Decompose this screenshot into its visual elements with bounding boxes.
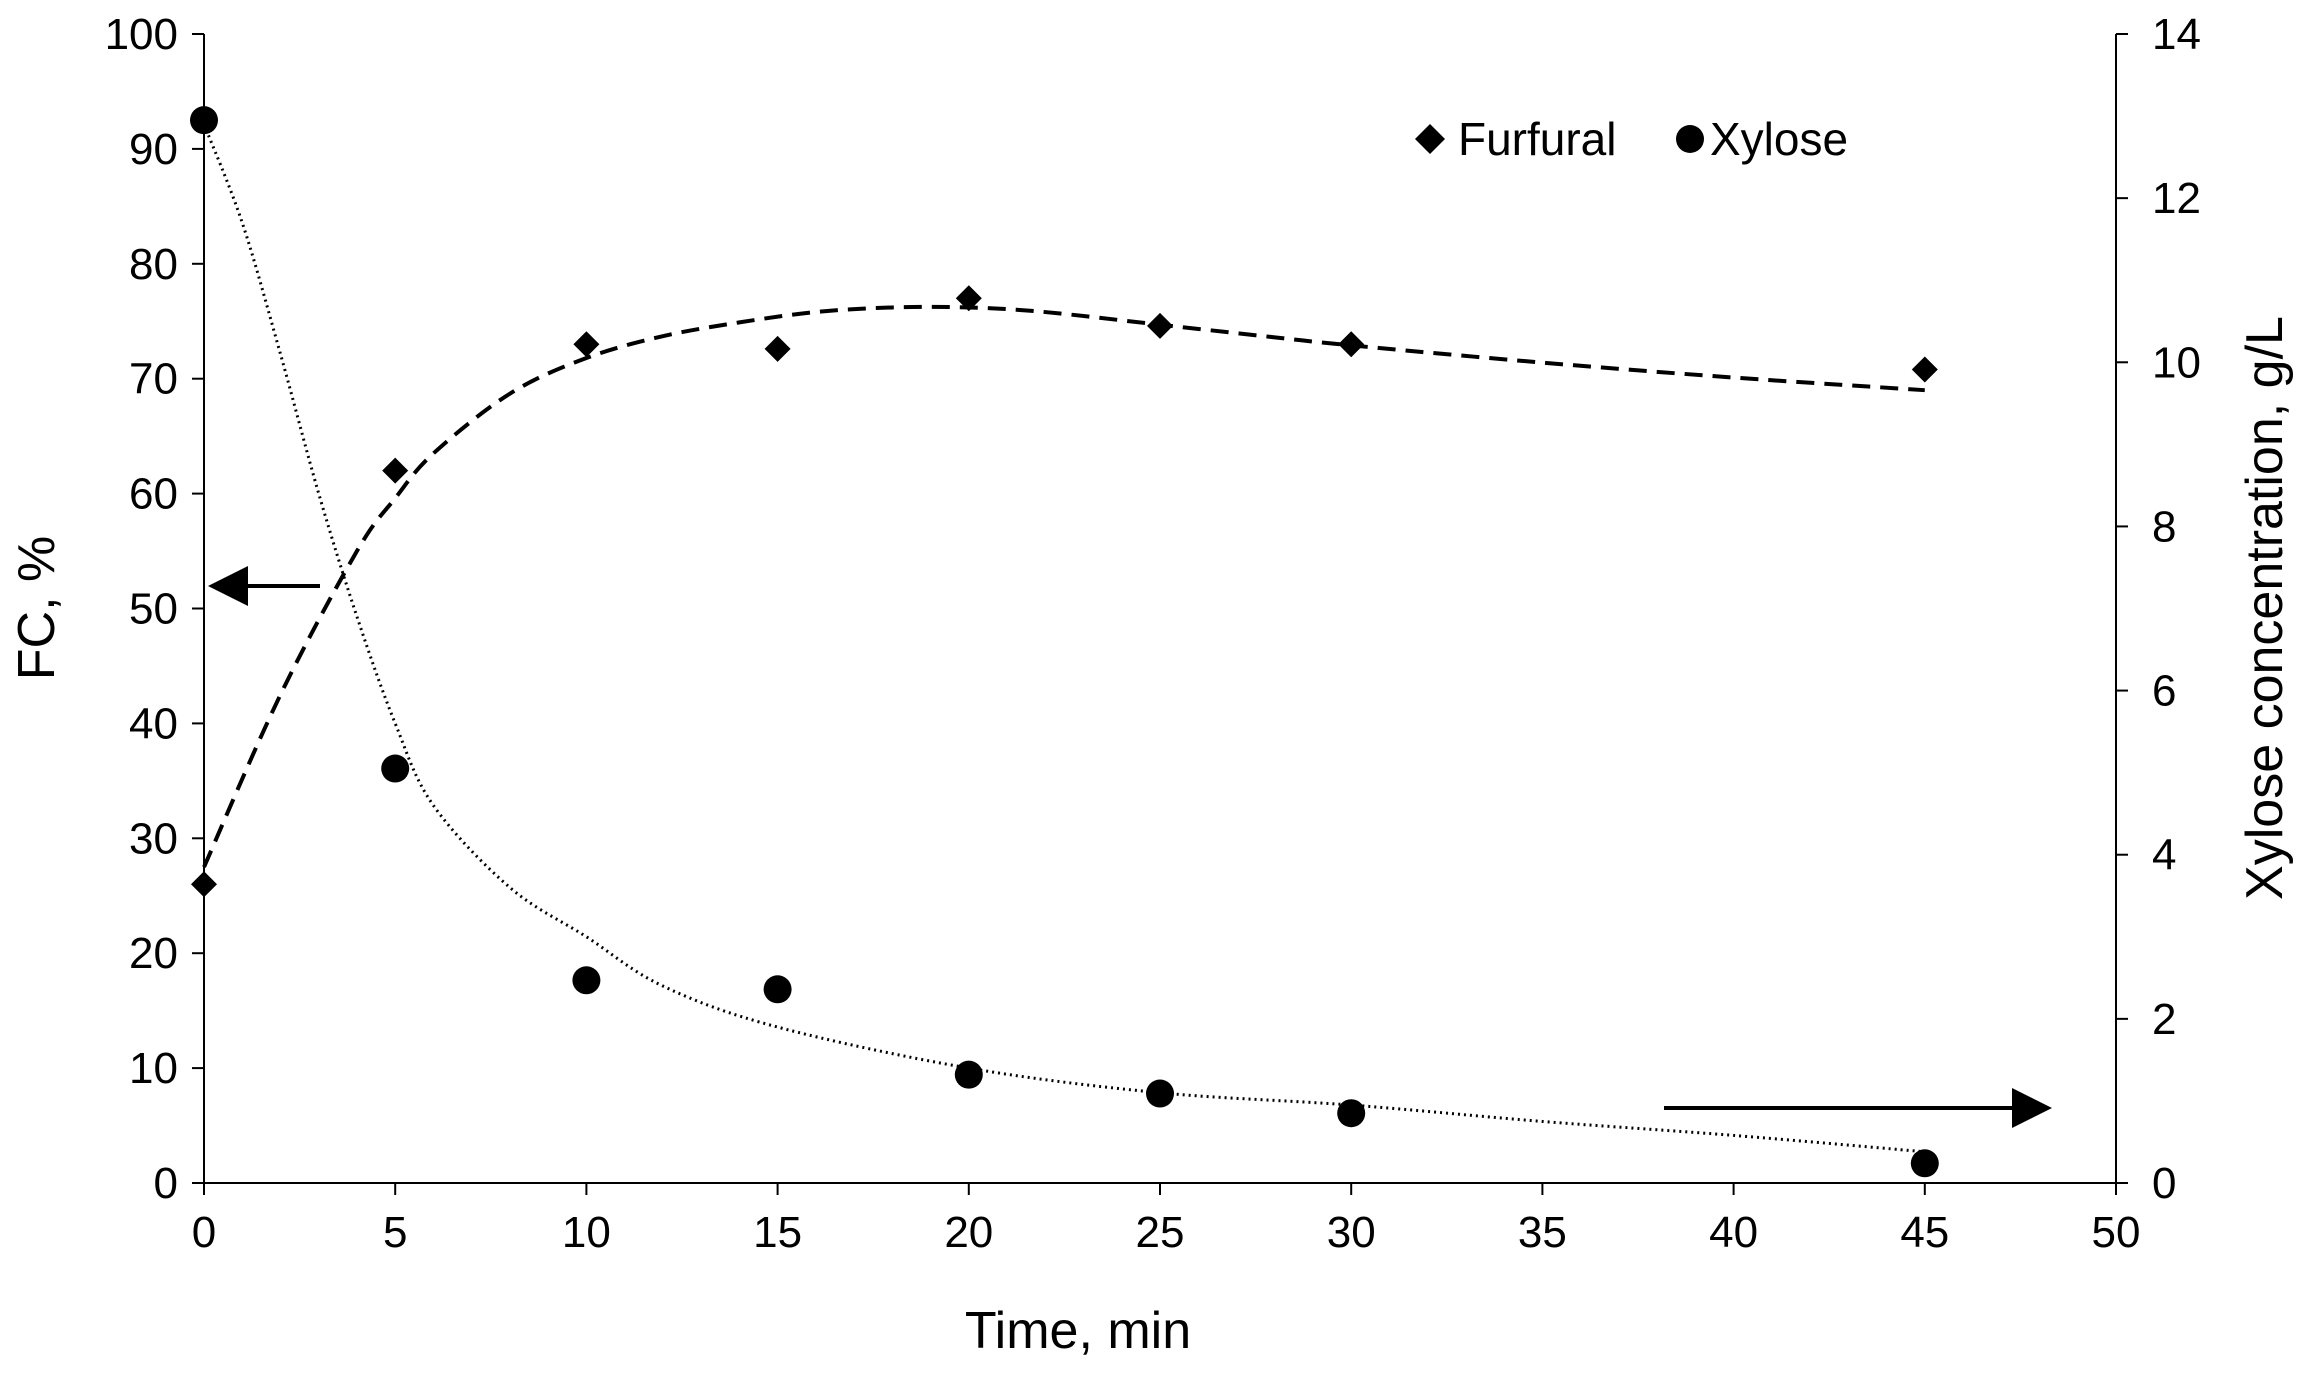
y-left-tick-label: 70 xyxy=(129,355,178,404)
x-tick-label: 45 xyxy=(1900,1208,1949,1257)
y-left-tick-label: 30 xyxy=(129,814,178,863)
y-left-tick-label: 0 xyxy=(154,1159,178,1208)
xylose-point xyxy=(1337,1099,1366,1128)
y-left-tick-label: 50 xyxy=(129,585,178,634)
y-right-axis-title: Xylose concentration, g/L xyxy=(2236,316,2294,900)
furfural-point xyxy=(191,871,217,898)
x-ticks: 0 5 10 15 20 25 30 35 40 45 50 xyxy=(192,1183,2141,1257)
xylose-point xyxy=(1146,1079,1174,1108)
furfural-point xyxy=(1338,331,1365,358)
xylose-point xyxy=(190,106,218,135)
y-left-ticks: 0 10 20 30 40 50 60 70 80 90 100 xyxy=(105,10,204,1208)
furfural-trend-line xyxy=(202,304,1925,868)
xylose-point xyxy=(1910,1149,1939,1178)
x-tick-label: 25 xyxy=(1136,1208,1185,1257)
x-tick-label: 10 xyxy=(562,1208,611,1257)
x-tick-label: 40 xyxy=(1709,1208,1758,1257)
xylose-point xyxy=(572,966,601,995)
x-tick-label: 5 xyxy=(383,1208,407,1257)
xylose-point xyxy=(954,1060,983,1089)
x-tick-label: 20 xyxy=(944,1208,993,1257)
y-left-tick-label: 20 xyxy=(129,929,178,978)
furfural-point xyxy=(1911,356,1938,383)
y-right-tick-label: 12 xyxy=(2152,174,2201,223)
y-left-tick-label: 100 xyxy=(105,10,178,59)
y-right-tick-label: 8 xyxy=(2152,502,2176,551)
y-right-ticks: 0 2 4 6 8 10 12 14 xyxy=(2116,10,2201,1208)
y-right-tick-label: 14 xyxy=(2152,10,2201,59)
y-left-tick-label: 80 xyxy=(129,240,178,289)
y-right-tick-label: 2 xyxy=(2152,995,2176,1044)
y-right-tick-label: 10 xyxy=(2152,338,2201,387)
x-tick-label: 0 xyxy=(192,1208,216,1257)
legend-xylose-marker xyxy=(1676,125,1704,153)
furfural-point xyxy=(382,457,409,484)
y-left-tick-label: 90 xyxy=(129,125,178,174)
xylose-point xyxy=(763,975,792,1004)
axes xyxy=(203,34,2117,1184)
legend-furfural-label: Furfural xyxy=(1458,113,1616,165)
y-left-tick-label: 40 xyxy=(129,699,178,748)
x-tick-label: 30 xyxy=(1327,1208,1376,1257)
legend: Furfural Xylose xyxy=(1415,113,1848,165)
y-left-tick-label: 60 xyxy=(129,470,178,519)
legend-xylose-label: Xylose xyxy=(1710,113,1848,165)
legend-furfural-marker xyxy=(1415,124,1445,154)
x-tick-label: 35 xyxy=(1518,1208,1567,1257)
x-axis-title: Time, min xyxy=(965,1302,1191,1360)
x-tick-label: 15 xyxy=(753,1208,802,1257)
xylose-point xyxy=(381,754,410,783)
y-right-tick-label: 4 xyxy=(2152,831,2176,880)
y-left-axis-title: FC, % xyxy=(8,536,66,680)
furfural-point xyxy=(1147,312,1173,339)
furfural-points xyxy=(191,285,1938,898)
y-right-tick-label: 0 xyxy=(2152,1159,2176,1208)
furfural-point xyxy=(955,285,982,312)
furfural-point xyxy=(764,335,791,362)
xylose-points xyxy=(190,106,1939,1178)
x-tick-label: 50 xyxy=(2092,1208,2141,1257)
y-left-tick-label: 10 xyxy=(129,1044,178,1093)
y-right-tick-label: 6 xyxy=(2152,667,2176,716)
xylose-trend-line xyxy=(202,123,1925,1154)
furfural-point xyxy=(573,331,600,358)
